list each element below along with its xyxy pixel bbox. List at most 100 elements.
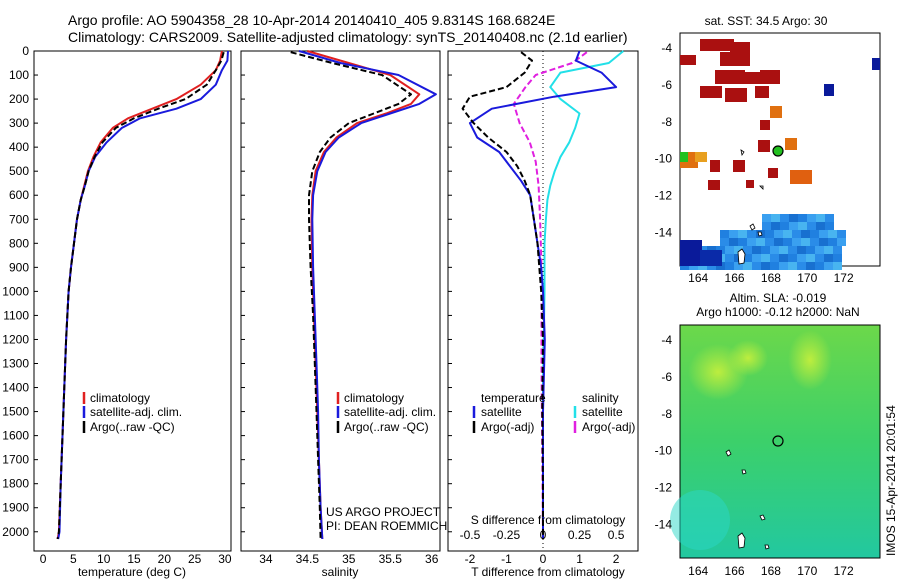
sla-xtick: 168: [761, 564, 781, 578]
sst-cell: [789, 222, 798, 230]
sst-cell: [837, 238, 846, 246]
tdiff-xtick: 2: [613, 552, 620, 566]
sst-cell: [710, 160, 720, 172]
sst-cell: [824, 84, 834, 96]
sla-ytick: -14: [655, 518, 673, 532]
sst-cell: [815, 246, 824, 254]
sal-legend: climatology satellite-adj. clim. Argo(..…: [336, 391, 436, 434]
sst-cell: [872, 58, 880, 70]
sst-cell: [815, 254, 824, 262]
sst-cell: [816, 222, 825, 230]
sst-cell: [806, 254, 815, 262]
sst-cell: [760, 120, 770, 130]
sst-cell: [774, 230, 783, 238]
sdiff-xtick: 0.25: [568, 528, 592, 542]
sst-cell: [700, 86, 722, 98]
sst-cell: [806, 246, 815, 254]
sst-cell: [833, 262, 842, 270]
chart-title-line1: Argo profile: AO 5904358_28 10-Apr-2014 …: [68, 12, 556, 28]
depth-tick-label: 1500: [2, 405, 29, 419]
sst-cell: [819, 238, 828, 246]
sst-cell: [825, 222, 834, 230]
depth-tick-label: 1000: [2, 284, 29, 298]
depth-tick-label: 100: [9, 68, 29, 82]
sst-xtick: 170: [797, 271, 817, 285]
island-shape: [757, 231, 763, 237]
island-shape: [725, 449, 732, 457]
sst-ytick: -14: [655, 226, 673, 240]
sst-cell: [797, 262, 806, 270]
depth-tick-label: 400: [9, 140, 29, 154]
sst-cell: [824, 254, 833, 262]
sst-cell: [734, 246, 743, 254]
temp-xtick: 0: [40, 552, 47, 566]
sla-map-subtitle: Argo h1000: -0.12 h2000: NaN: [696, 305, 859, 319]
sla-ytick: -10: [655, 444, 673, 458]
sst-cell: [725, 262, 734, 270]
legend-satellite: satellite-adj. clim.: [344, 405, 436, 419]
sla-ytick: -6: [661, 370, 672, 384]
temp-xtick: 10: [97, 552, 111, 566]
sst-cell: [734, 262, 743, 270]
sdiff-label: S difference from climatology: [471, 513, 626, 527]
sla-xtick: 164: [688, 564, 708, 578]
timestamp-stamp: IMOS 15-Apr-2014 20:01:54: [884, 405, 898, 556]
sst-cell: [780, 222, 789, 230]
legend-climatology: climatology: [90, 391, 150, 405]
sst-cell: [788, 246, 797, 254]
sst-cell: [752, 254, 761, 262]
sst-cell: [680, 240, 702, 266]
sst-cell: [746, 180, 754, 188]
sst-cell: [761, 254, 770, 262]
sst-cell: [783, 230, 792, 238]
sst-cell: [779, 254, 788, 262]
sst-cell: [824, 262, 833, 270]
legend-sal-satellite: satellite: [582, 405, 623, 419]
temp-climatology-line: [56, 50, 223, 540]
sal-xtick: 34.5: [296, 552, 320, 566]
island-shape: [759, 514, 766, 521]
sst-cell: [816, 214, 825, 222]
temp-xtick: 25: [188, 552, 202, 566]
sst-cell: [720, 230, 729, 238]
credit-pi: PI: DEAN ROEMMICH: [326, 519, 447, 533]
sla-xtick: 172: [834, 564, 854, 578]
sst-cell: [765, 230, 774, 238]
sst-cell: [762, 222, 771, 230]
tdiff-xtick: 0: [540, 552, 547, 566]
sla-xtick: 170: [797, 564, 817, 578]
sst-cell: [801, 238, 810, 246]
sal-argo-line: [290, 51, 412, 540]
sst-cell: [774, 238, 783, 246]
sst-cell: [828, 238, 837, 246]
legend-temp-argo: Argo(-adj): [481, 420, 534, 434]
legend-temperature-title: temperature: [481, 391, 546, 405]
depth-tick-label: 800: [9, 236, 29, 250]
depth-tick-label: 1100: [3, 308, 29, 322]
sla-ytick: -12: [655, 481, 673, 495]
sst-map-title: sat. SST: 34.5 Argo: 30: [705, 14, 828, 28]
sla-map-title: Altim. SLA: -0.019: [730, 291, 827, 305]
depth-tick-label: 1600: [2, 429, 29, 443]
diff-legend: temperature salinity satellite Argo(-adj…: [472, 391, 635, 434]
sst-cell: [780, 214, 789, 222]
sst-xtick: 164: [688, 271, 708, 285]
tdiff-argo-line: [461, 51, 544, 539]
sst-cell: [770, 246, 779, 254]
sst-cell: [695, 152, 707, 162]
chart-title-line2: Climatology: CARS2009. Satellite-adjuste…: [68, 29, 628, 45]
sst-cell: [828, 230, 837, 238]
sst-cell: [700, 39, 734, 51]
sst-cells: [680, 39, 880, 270]
island-shape: [759, 185, 764, 190]
sst-cell: [743, 246, 752, 254]
sst-cell: [760, 70, 780, 84]
sst-cell: [833, 246, 842, 254]
legend-salinity-title: salinity: [582, 391, 619, 405]
sla-ytick: -8: [661, 407, 672, 421]
sst-cell: [792, 238, 801, 246]
sst-cell: [762, 214, 771, 222]
sdiff-xtick: -0.25: [493, 528, 521, 542]
sst-cell: [789, 214, 798, 222]
island-shape: [741, 469, 747, 475]
